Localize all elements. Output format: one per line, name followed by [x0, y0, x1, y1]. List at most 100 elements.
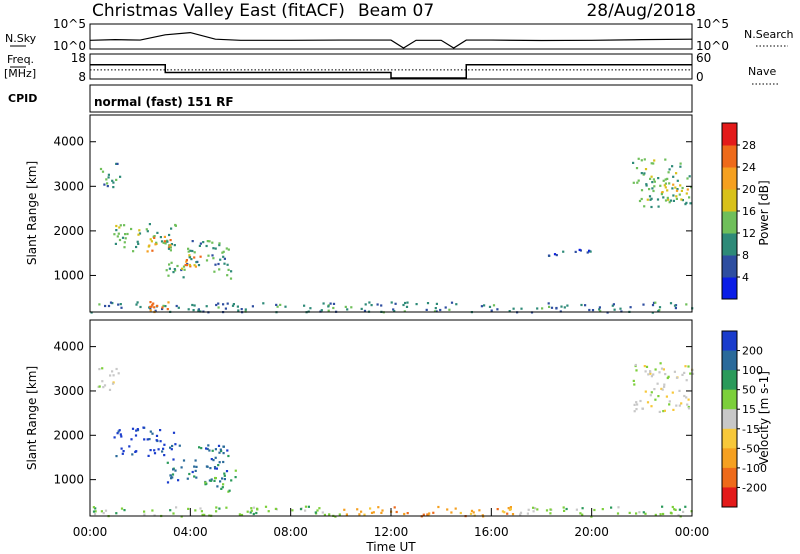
- velocity-cell: [328, 513, 331, 516]
- power-colorbar-label: Power [dB]: [757, 180, 771, 245]
- velocity-colorbar-tick-label: -100: [742, 462, 767, 475]
- velocity-cell: [685, 379, 688, 382]
- velocity-xtick-label: 04:00: [173, 525, 208, 539]
- velocity-cell: [422, 513, 425, 516]
- velocity-cell: [213, 479, 216, 482]
- velocity-cell: [304, 505, 308, 508]
- velocity-cell: [147, 454, 150, 457]
- power-cell: [547, 254, 551, 257]
- velocity-cell: [220, 487, 223, 490]
- power-cell: [226, 263, 229, 266]
- velocity-cell: [503, 511, 506, 514]
- velocity-cell: [223, 472, 226, 475]
- power-cell: [488, 305, 492, 308]
- power-cell: [444, 306, 447, 309]
- velocity-cell: [338, 513, 341, 516]
- power-cell: [225, 247, 228, 250]
- power-colorbar-tick-label: 28: [742, 139, 756, 152]
- velocity-cell: [136, 428, 139, 431]
- velocity-cell: [174, 469, 177, 472]
- velocity-cell: [222, 483, 225, 486]
- power-cell: [187, 247, 190, 250]
- velocity-cell: [395, 510, 398, 514]
- power-cell: [434, 307, 437, 310]
- power-cell: [370, 304, 373, 307]
- velocity-cell: [225, 506, 228, 509]
- velocity-cell: [345, 513, 348, 516]
- velocity-cell: [215, 506, 218, 509]
- velocity-cell: [200, 447, 203, 450]
- power-cell: [332, 306, 335, 310]
- velocity-cell: [161, 450, 164, 453]
- velocity-cell: [130, 438, 133, 441]
- velocity-cell: [218, 461, 221, 464]
- power-cell: [496, 308, 499, 311]
- power-cell: [123, 241, 126, 244]
- velocity-xtick-label: 00:00: [73, 525, 108, 539]
- power-cell: [114, 242, 117, 245]
- velocity-cell: [532, 506, 535, 509]
- power-cell: [664, 199, 668, 202]
- power-cell: [169, 249, 172, 252]
- velocity-cell: [678, 404, 681, 407]
- power-cell: [149, 301, 152, 304]
- velocity-cell: [214, 456, 217, 459]
- velocity-cell: [673, 508, 676, 511]
- velocity-cell: [205, 447, 208, 450]
- velocity-cell: [687, 407, 691, 410]
- power-cell: [492, 304, 496, 307]
- power-cell: [681, 199, 684, 202]
- velocity-cell: [142, 426, 145, 429]
- velocity-cell: [131, 453, 134, 456]
- power-cell: [350, 306, 353, 309]
- velocity-cell: [121, 452, 124, 455]
- power-cell: [550, 306, 554, 309]
- velocity-cell: [103, 384, 107, 387]
- velocity-cell: [191, 470, 194, 474]
- velocity-cell: [662, 368, 665, 371]
- velocity-cell: [143, 510, 146, 513]
- power-cell: [147, 245, 150, 248]
- power-cell: [116, 162, 119, 165]
- power-cell: [650, 175, 653, 178]
- date-label: 28/Aug/2018: [586, 1, 696, 21]
- velocity-cell: [681, 373, 684, 376]
- power-cell: [163, 235, 166, 238]
- power-cell: [650, 162, 653, 165]
- power-cell: [690, 186, 693, 189]
- power-colorbar-tick-label: 8: [742, 249, 749, 262]
- power-cell: [214, 263, 217, 266]
- power-cell: [364, 303, 367, 306]
- velocity-cell: [658, 410, 661, 413]
- velocity-cell: [172, 431, 176, 434]
- velocity-cell: [683, 371, 686, 374]
- velocity-cell: [201, 513, 204, 516]
- power-cell: [150, 240, 153, 243]
- power-cell: [230, 270, 233, 273]
- velocity-colorbar-tick-label: -15: [742, 423, 760, 436]
- power-cell: [672, 199, 675, 202]
- velocity-cell: [92, 506, 95, 509]
- velocity-ytick-label: 3000: [53, 384, 84, 398]
- velocity-cell: [153, 452, 157, 455]
- power-cell: [187, 308, 190, 311]
- velocity-cell: [634, 363, 637, 367]
- power-cell: [251, 305, 254, 308]
- power-cell: [222, 303, 225, 306]
- velocity-cell: [454, 507, 457, 510]
- velocity-xtick-label: 16:00: [474, 525, 509, 539]
- power-cell: [657, 309, 660, 313]
- velocity-cell: [667, 375, 670, 378]
- velocity-cell: [581, 513, 584, 516]
- velocity-xtick-label: 00:00: [675, 525, 710, 539]
- power-cell: [103, 183, 106, 186]
- power-cell: [138, 232, 142, 235]
- power-cell: [168, 244, 171, 247]
- power-cell: [193, 304, 196, 307]
- velocity-cell: [135, 450, 138, 453]
- power-cell: [344, 305, 347, 308]
- power-cell: [685, 201, 688, 204]
- velocity-cell: [641, 407, 644, 410]
- power-cell: [555, 307, 558, 310]
- power-cell: [368, 301, 371, 304]
